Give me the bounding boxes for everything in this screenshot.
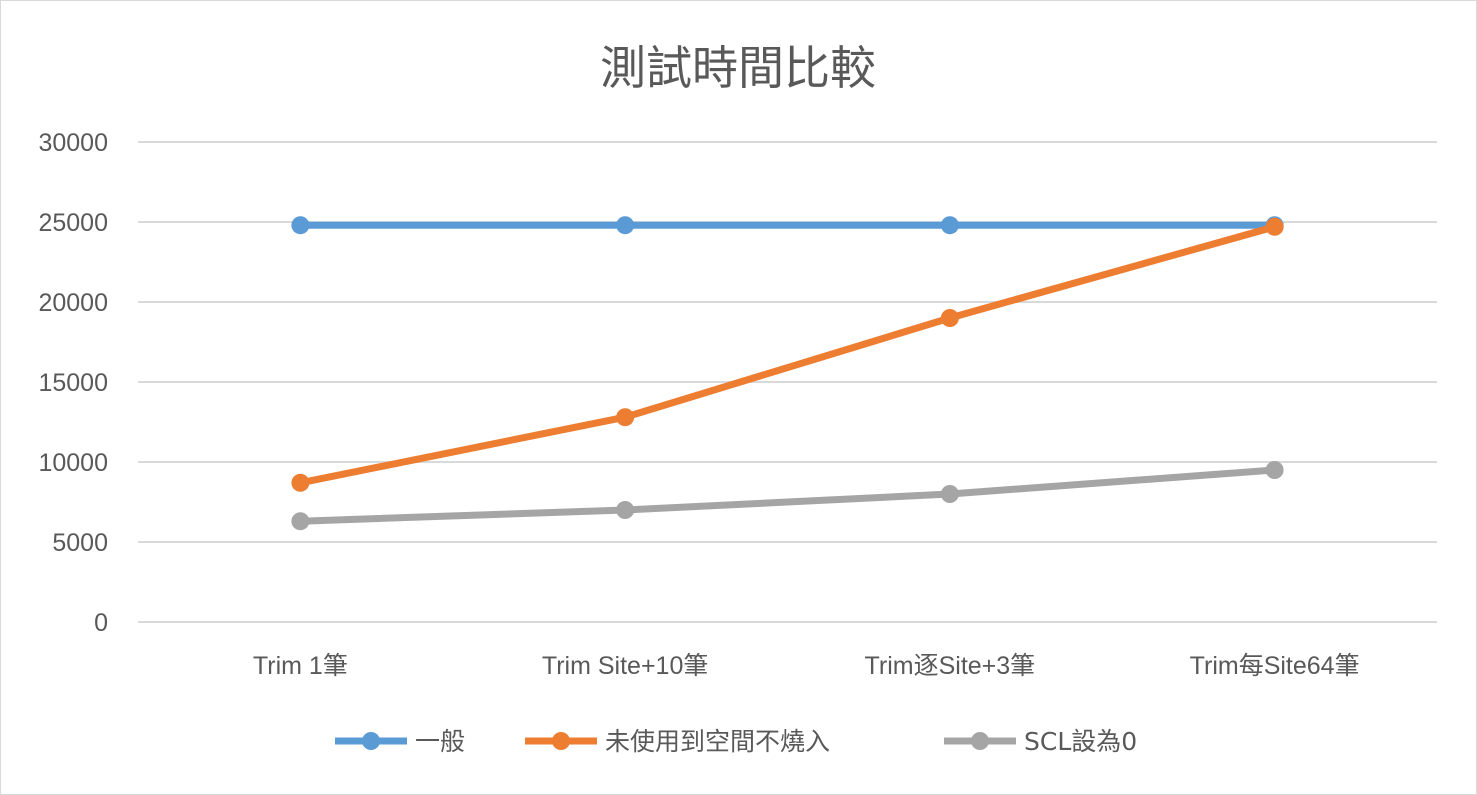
gridlines	[138, 142, 1437, 622]
data-point	[291, 474, 309, 492]
x-tick-label: Trim逐Site+3筆	[865, 652, 1036, 680]
legend-item: 一般	[335, 727, 465, 756]
legend-marker	[971, 732, 989, 750]
y-axis-ticks: 0 5000 10000 15000 20000 25000 30000	[38, 129, 108, 637]
data-point	[1266, 218, 1284, 236]
y-tick-label: 5000	[52, 529, 108, 557]
legend-label: 一般	[415, 727, 465, 756]
data-point	[941, 485, 959, 503]
x-tick-label: Trim每Site64筆	[1190, 652, 1360, 680]
y-tick-label: 20000	[38, 289, 108, 317]
data-point	[291, 216, 309, 234]
y-tick-label: 15000	[38, 369, 108, 397]
x-tick-label: Trim Site+10筆	[542, 652, 708, 680]
data-point	[291, 512, 309, 530]
series-3	[291, 461, 1283, 530]
data-point	[1266, 461, 1284, 479]
series-2	[291, 218, 1283, 492]
x-axis-ticks: Trim 1筆 Trim Site+10筆 Trim逐Site+3筆 Trim每Sit…	[253, 652, 1360, 680]
x-tick-label: Trim 1筆	[253, 652, 348, 680]
legend-label: SCL設為0	[1024, 727, 1137, 756]
data-point	[616, 216, 634, 234]
legend-marker	[362, 732, 380, 750]
data-point	[941, 216, 959, 234]
y-tick-label: 30000	[38, 129, 108, 157]
data-point	[941, 309, 959, 327]
legend: 一般 未使用到空間不燒入 SCL設為0	[335, 727, 1137, 756]
series-line	[300, 470, 1274, 521]
legend-item: SCL設為0	[944, 727, 1137, 756]
data-point	[616, 408, 634, 426]
series-line	[300, 227, 1274, 483]
series-group	[291, 216, 1283, 530]
series-1	[291, 216, 1283, 234]
y-tick-label: 25000	[38, 209, 108, 237]
legend-marker	[552, 732, 570, 750]
legend-item: 未使用到空間不燒入	[525, 727, 830, 756]
chart-title: 測試時間比較	[600, 41, 876, 95]
y-tick-label: 10000	[38, 449, 108, 477]
y-tick-label: 0	[94, 609, 108, 637]
legend-label: 未使用到空間不燒入	[605, 727, 830, 756]
data-point	[616, 501, 634, 519]
